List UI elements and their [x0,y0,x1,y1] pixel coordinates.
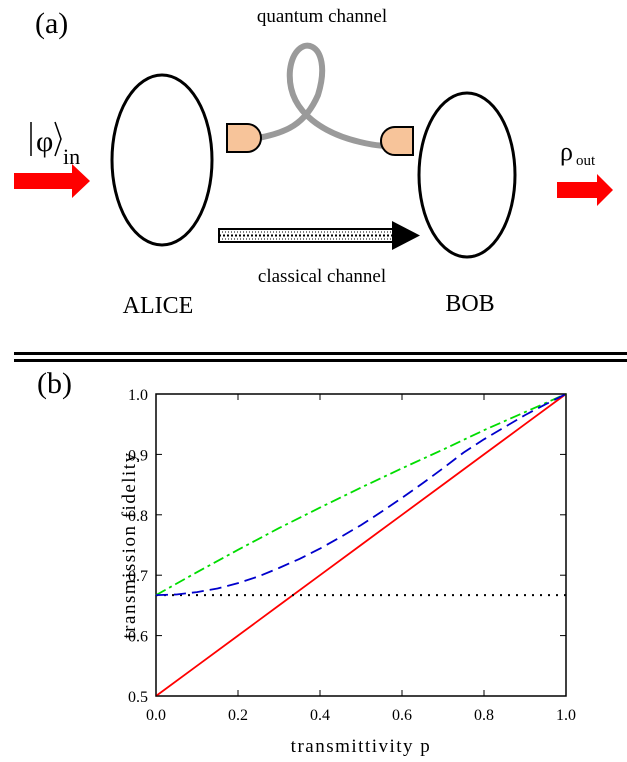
y-tick-label: 0.6 [128,629,148,646]
x-tick-label: 0.0 [146,707,166,724]
input-arrow-icon [14,164,90,198]
panel-a: (a) quantum channel φ in ρ out [14,6,613,319]
panel-b-label: (b) [37,367,72,400]
output-state-subscript: out [576,153,596,169]
panel-a-label: (a) [35,7,68,40]
x-tick-label: 0.8 [474,707,494,724]
bob-label: BOB [445,291,494,317]
alice-label: ALICE [123,293,194,319]
x-tick-label: 0.2 [228,707,248,724]
x-tick-label: 0.6 [392,707,412,724]
series-line-dashed [155,393,567,596]
y-tick-label: 0.9 [128,447,148,464]
panel-b: (b) 0.0 0.2 0.4 0.6 0.8 1.0 0.5 0.6 0.7 0.8 0.9 1.0… [37,367,576,757]
x-tick-label: 0.4 [310,707,330,724]
bob-coupler-icon [380,126,414,156]
input-state: φ in [30,121,80,169]
quantum-fiber [255,42,393,149]
series-line-solid [155,393,567,697]
series-layer [155,393,567,697]
tick-layer: 0.0 0.2 0.4 0.6 0.8 1.0 0.5 0.6 0.7 0.8 0.9 1.0 [128,387,576,724]
series-line-dash-dot [155,393,567,596]
y-tick-label: 0.8 [128,508,148,525]
y-axis-label: transmission fidelity [119,451,140,638]
y-tick-label: 0.5 [128,689,148,706]
output-arrow-icon [557,174,613,206]
input-state-symbol: φ [36,125,53,158]
x-tick-label: 1.0 [556,707,576,724]
alice-coupler-icon [226,123,262,153]
quantum-channel-label: quantum channel [257,6,387,27]
x-axis-label: transmittivity p [291,736,432,757]
plot-frame [155,393,567,697]
classical-channel-arrow-icon [218,221,420,250]
output-state-symbol: ρ [560,137,573,166]
bob-node [417,91,517,259]
y-tick-label: 1.0 [128,387,148,404]
classical-channel-label: classical channel [258,266,386,287]
alice-node [110,73,214,247]
y-tick-label: 0.7 [128,568,148,585]
input-state-subscript: in [63,144,80,169]
output-state: ρ out [560,137,596,169]
panel-separator [14,352,627,362]
